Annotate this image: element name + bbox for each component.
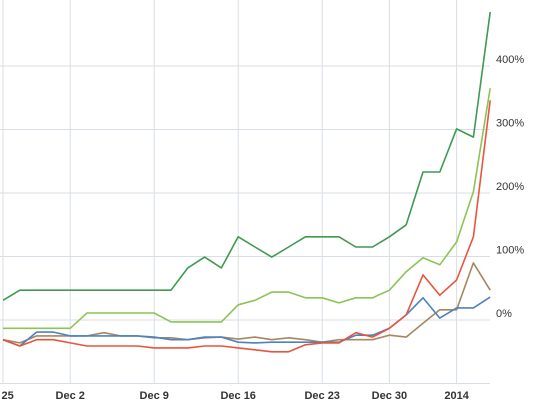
- y-tick-label: 400%: [496, 54, 524, 66]
- x-tick-label: v 25: [0, 390, 14, 402]
- y-tick-label: 0%: [496, 308, 512, 320]
- y-tick-label: 100%: [496, 244, 524, 256]
- y-tick-label: 200%: [496, 181, 524, 193]
- series-line: [2, 11, 491, 301]
- series-line: [2, 100, 491, 353]
- x-tick-label: Dec 2: [56, 390, 85, 402]
- series-line: [3, 88, 491, 330]
- x-tick-label: Dec 23: [304, 390, 339, 402]
- x-tick-label: Dec 30: [372, 390, 407, 402]
- x-tick-label: 2014: [444, 390, 469, 402]
- series-line: [2, 296, 491, 347]
- y-tick-label: 300%: [496, 117, 524, 129]
- x-tick-label: Dec 9: [140, 390, 169, 402]
- x-tick-label: Dec 16: [220, 390, 255, 402]
